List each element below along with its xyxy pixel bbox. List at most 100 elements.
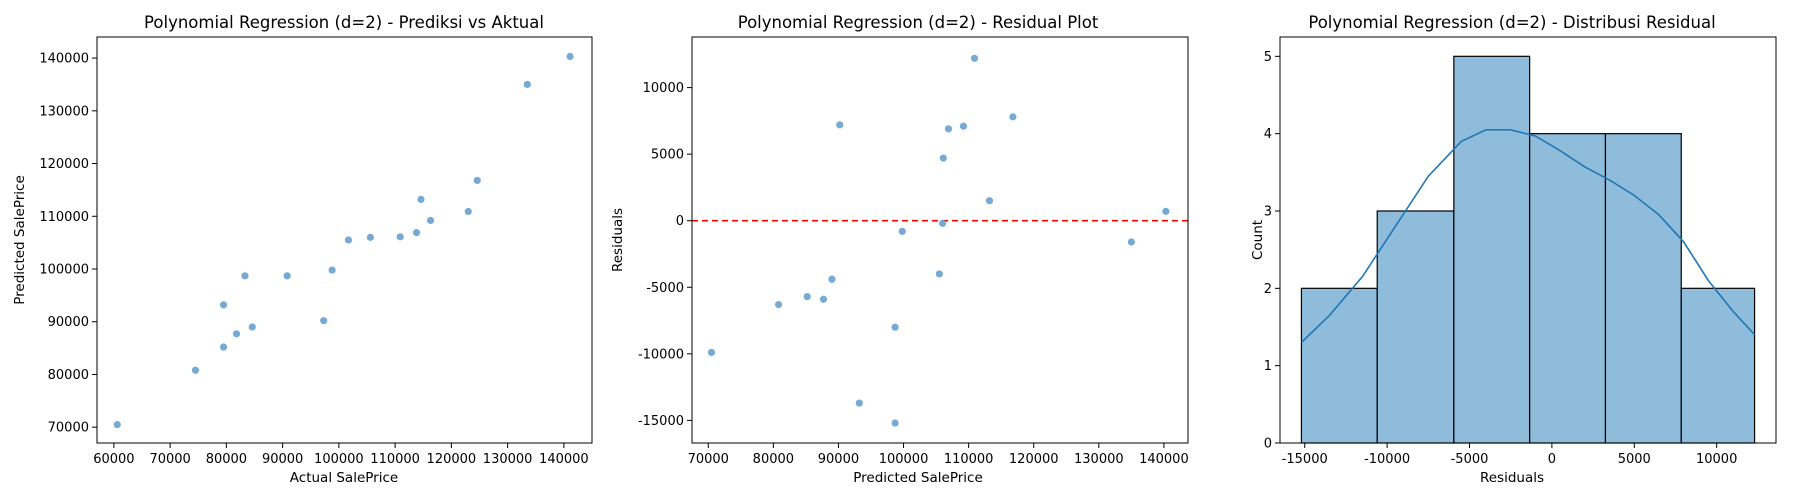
scatter-point [328,266,336,274]
scatter-point [566,52,574,61]
scatter-point [939,154,947,162]
y-tick-label: 5000 [651,148,684,163]
x-tick-label: 90000 [818,452,859,467]
plot-frame [691,36,1189,444]
scatter-points [692,54,1188,427]
y-tick-label: 140000 [39,52,89,67]
y-tick-label: -15000 [638,414,684,429]
scatter-point [891,323,899,331]
x-axis-ticks: 70000 80000 90000 100000 110000 120000 130000 1… [688,443,1189,467]
histogram-bar [1453,55,1531,444]
scatter-point [774,300,783,309]
y-tick-label: 4 [1264,127,1272,142]
scatter-point [855,399,863,407]
scatter-point [417,195,425,203]
x-axis-ticks: 60000 70000 80000 90000 100000 110000 120000 13… [93,443,589,467]
x-tick-label: 140000 [539,452,589,467]
scatter-point [891,419,899,427]
scatter-point [1162,207,1170,215]
scatter-point [1009,113,1017,121]
y-axis-ticks: -15000 -10000 -5000 0 5000 10000 [638,81,692,429]
x-tick-label: 70000 [149,452,190,467]
scatter-panel-predicted-vs-actual: Polynomial Regression (d=2) - Prediksi v… [12,13,593,486]
x-tick-label: 120000 [1009,452,1059,467]
x-tick-label: 100000 [314,452,364,467]
scatter-point [219,301,228,309]
x-tick-label: 130000 [483,452,533,467]
y-tick-label: 1 [1264,359,1272,374]
y-tick-label: 100000 [39,263,89,278]
x-tick-label: -5000 [1451,452,1489,467]
x-tick-label: 110000 [370,452,420,467]
scatter-points [113,52,574,429]
scatter-point [191,366,200,374]
y-tick-label: 70000 [48,421,89,436]
histogram-bar [1604,133,1682,444]
x-tick-label: 140000 [1139,452,1189,467]
y-tick-label: 0 [676,214,684,229]
scatter-point [828,275,836,283]
y-tick-label: -5000 [646,281,684,296]
x-tick-label: 80000 [753,452,794,467]
x-tick-label: 120000 [427,452,477,467]
y-axis-ticks: 70000 80000 90000 100000 110000 120000 130000 1… [39,52,97,436]
y-axis-ticks: 0 1 2 3 4 5 [1264,50,1280,452]
kde-curve [1300,129,1756,344]
scatter-point [898,227,906,235]
scatter-point [344,236,353,244]
y-axis-label: Predicted SalePrice [12,175,28,305]
histogram-bar [1300,287,1378,444]
y-tick-label: 110000 [39,210,89,225]
chart-title: Polynomial Regression (d=2) - Prediksi v… [144,13,544,32]
chart-title: Polynomial Regression (d=2) - Distribusi… [1308,13,1715,32]
scatter-point [939,219,947,227]
scatter-point [219,343,228,351]
scatter-point [523,80,531,89]
x-tick-label: 70000 [688,452,729,467]
scatter-point [803,292,811,301]
x-tick-label: 130000 [1074,452,1124,467]
scatter-panel-residual-plot: Polynomial Regression (d=2) - Residual P… [610,13,1189,486]
y-tick-label: 80000 [48,368,89,383]
y-axis-label: Count [1250,220,1266,260]
plot-frame [96,36,593,444]
scatter-point [970,54,979,62]
x-tick-label: 0 [1548,452,1556,467]
scatter-point [241,272,249,280]
histogram-panel-residual-distribution: Polynomial Regression (d=2) - Distribusi… [1250,13,1777,486]
x-tick-label: 80000 [206,452,247,467]
x-axis-label: Residuals [1480,470,1544,486]
x-tick-label: 110000 [944,452,994,467]
y-tick-label: 90000 [48,315,89,330]
scatter-point [935,270,943,278]
y-tick-label: 3 [1264,205,1272,220]
y-tick-label: 10000 [643,81,684,96]
scatter-point [426,216,435,225]
scatter-point [396,233,404,241]
scatter-point [320,317,328,325]
scatter-point [836,121,844,129]
scatter-point [819,295,828,303]
scatter-point [283,272,291,280]
y-tick-label: 5 [1264,50,1272,65]
x-axis-label: Actual SalePrice [290,470,398,486]
scatter-point [232,330,241,338]
scatter-point [412,229,421,237]
x-tick-label: 60000 [93,452,134,467]
x-tick-label: 10000 [1696,452,1737,467]
scatter-point [985,197,994,205]
histogram-bar [1680,287,1756,444]
x-tick-label: -15000 [1282,452,1328,467]
scatter-point [1127,238,1135,246]
x-tick-label: 100000 [879,452,929,467]
x-tick-label: 5000 [1618,452,1651,467]
histogram-bars [1300,55,1756,444]
scatter-point [248,323,256,331]
scatter-point [473,176,481,185]
scatter-point [366,233,374,241]
scatter-point [959,122,968,130]
scatter-point [944,125,953,133]
y-tick-label: 0 [1264,437,1272,452]
plot-frame [1279,36,1777,444]
